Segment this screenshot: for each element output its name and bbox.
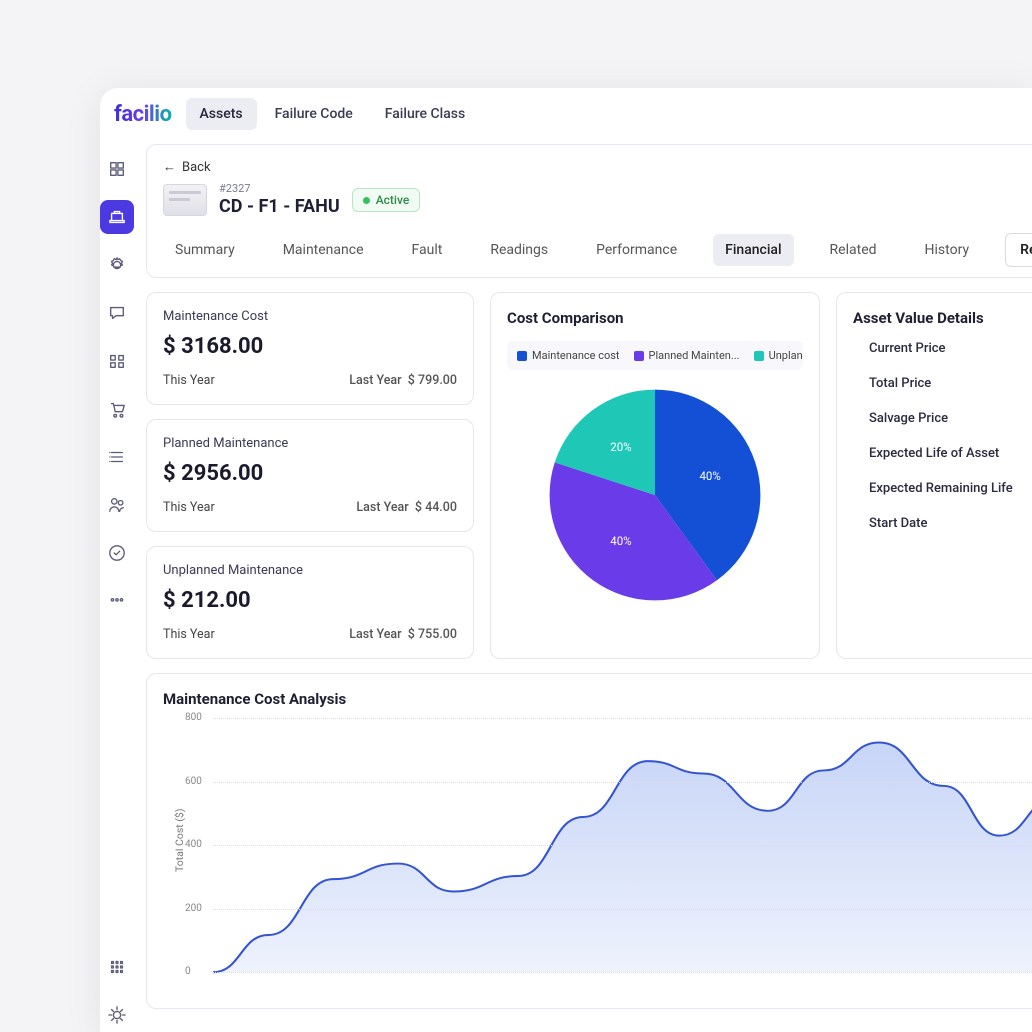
subtab-fault[interactable]: Fault <box>400 234 455 266</box>
avd-row: Expected Life of Asset <box>869 446 1032 461</box>
stat-last-year: Last Year $ 755.00 <box>349 627 457 642</box>
assets-icon[interactable] <box>100 200 134 234</box>
asset-id: #2327 <box>219 183 340 194</box>
svg-text:40%: 40% <box>610 534 631 548</box>
app-frame: facilio AssetsFailure CodeFailure Class … <box>100 88 1032 1032</box>
svg-text:40%: 40% <box>699 469 720 483</box>
avd-list: Current Price Total Price Salvage Price Exp… <box>853 341 1032 531</box>
more-icon[interactable] <box>100 584 134 618</box>
maintenance-cost-analysis-card: Maintenance Cost Analysis Total Cost ($)… <box>146 673 1032 1009</box>
stat-this-year: This Year <box>163 373 215 388</box>
stat-card-2: Unplanned Maintenance $ 212.00 This Year La… <box>146 546 474 659</box>
users-icon[interactable] <box>100 488 134 522</box>
topnav-tab-assets[interactable]: Assets <box>186 98 257 130</box>
cart-icon[interactable] <box>100 392 134 426</box>
grid-icon[interactable] <box>100 950 134 984</box>
line-chart: Total Cost ($) 0200400600800 <box>163 712 1032 992</box>
subtab-readings[interactable]: Readings <box>478 234 560 266</box>
list-icon[interactable] <box>100 440 134 474</box>
topnav-tab-failure-class[interactable]: Failure Class <box>371 98 479 130</box>
brand-logo: facilio <box>114 102 172 127</box>
stat-this-year: This Year <box>163 500 215 515</box>
stat-card-0: Maintenance Cost $ 3168.00 This Year Last Y… <box>146 292 474 405</box>
subtab-performance[interactable]: Performance <box>584 234 689 266</box>
topnav-tab-failure-code[interactable]: Failure Code <box>261 98 367 130</box>
stat-this-year: This Year <box>163 627 215 642</box>
content: ← Back #2327 CD - F1 - FAHU Active Summa… <box>134 140 1032 1032</box>
replacement-cost-button[interactable]: Replacement Co <box>1005 233 1032 267</box>
chat-icon[interactable] <box>100 296 134 330</box>
ytick: 800 <box>185 712 202 723</box>
asset-value-details-card: Asset Value Details Current Price Total P… <box>836 292 1032 659</box>
sub-tabs: Summary Maintenance Fault Readings Performan… <box>163 227 1032 277</box>
cost-comparison-card: Cost Comparison Maintenance cost Planned … <box>490 292 820 659</box>
arrow-left-icon: ← <box>163 159 176 175</box>
legend-item: Maintenance cost <box>517 349 620 362</box>
asset-name: CD - F1 - FAHU <box>219 196 340 217</box>
stat-value: $ 212.00 <box>163 588 457 613</box>
pie-chart: 40% 40% 20% <box>540 380 770 610</box>
asset-thumbnail <box>163 184 207 216</box>
legend-item: Planned Mainten... <box>634 349 740 362</box>
avd-row: Current Price <box>869 341 1032 356</box>
ytick: 400 <box>185 839 202 850</box>
stat-last-year: Last Year $ 44.00 <box>356 500 457 515</box>
stat-value: $ 2956.00 <box>163 461 457 486</box>
dashboard-icon[interactable] <box>100 152 134 186</box>
stat-label: Maintenance Cost <box>163 309 457 324</box>
stat-label: Planned Maintenance <box>163 436 457 451</box>
analysis-title: Maintenance Cost Analysis <box>163 690 1032 708</box>
avd-title: Asset Value Details <box>853 309 1032 327</box>
subtab-related[interactable]: Related <box>818 234 889 266</box>
prefs-icon[interactable] <box>100 998 134 1032</box>
subtab-history[interactable]: History <box>913 234 982 266</box>
status-dot-icon <box>363 197 370 204</box>
stat-card-1: Planned Maintenance $ 2956.00 This Year Las… <box>146 419 474 532</box>
avd-row: Total Price <box>869 376 1032 391</box>
avd-row: Start Date <box>869 516 1032 531</box>
back-link[interactable]: ← Back <box>163 159 1032 175</box>
cost-comparison-title: Cost Comparison <box>507 309 803 327</box>
asset-header-card: ← Back #2327 CD - F1 - FAHU Active Summa… <box>146 144 1032 278</box>
stat-label: Unplanned Maintenance <box>163 563 457 578</box>
stat-value: $ 3168.00 <box>163 334 457 359</box>
avd-row: Salvage Price <box>869 411 1032 426</box>
svg-text:20%: 20% <box>610 440 631 454</box>
ytick: 600 <box>185 776 202 787</box>
stat-stack: Maintenance Cost $ 3168.00 This Year Last Y… <box>146 292 474 659</box>
avd-row: Expected Remaining Life <box>869 481 1032 496</box>
stat-last-year: Last Year $ 799.00 <box>349 373 457 388</box>
side-rail <box>100 140 134 1032</box>
subtab-summary[interactable]: Summary <box>163 234 247 266</box>
settings-gear-icon[interactable] <box>100 248 134 282</box>
back-label: Back <box>182 160 211 175</box>
ytick: 200 <box>185 903 202 914</box>
status-text: Active <box>376 193 410 207</box>
subtab-financial[interactable]: Financial <box>713 234 793 266</box>
ytick: 0 <box>185 966 191 977</box>
legend-item: Unplannec <box>754 349 803 362</box>
topbar: facilio AssetsFailure CodeFailure Class <box>100 88 1032 140</box>
pie-legend: Maintenance cost Planned Mainten... Unplan… <box>507 341 803 370</box>
status-badge: Active <box>352 188 421 212</box>
approval-icon[interactable] <box>100 536 134 570</box>
apps-icon[interactable] <box>100 344 134 378</box>
subtab-maintenance[interactable]: Maintenance <box>271 234 376 266</box>
